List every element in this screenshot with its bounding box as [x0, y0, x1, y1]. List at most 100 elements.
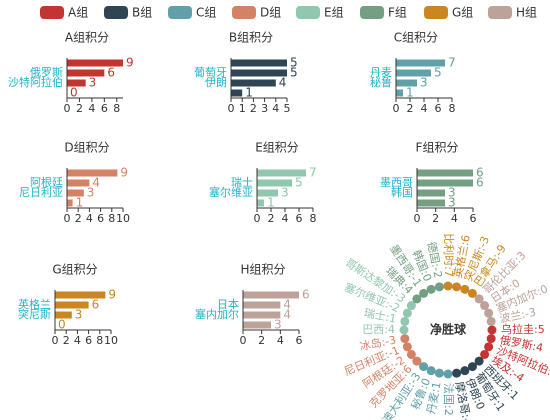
x-tick-label: 0 — [52, 334, 59, 347]
value-label: 3 — [274, 318, 282, 332]
legend-label: B组 — [132, 6, 152, 20]
y-tick-label: 突尼斯 — [18, 307, 51, 321]
dot — [426, 284, 436, 294]
y-tick-label: 墨西哥 — [380, 176, 413, 189]
dot — [467, 288, 477, 298]
x-tick-label: 6 — [97, 212, 104, 225]
dot — [443, 369, 453, 379]
chart-title: A组积分 — [65, 31, 109, 45]
dot — [452, 368, 462, 378]
bar — [257, 189, 278, 197]
value-label: 9 — [126, 56, 134, 70]
legend-label: D组 — [260, 6, 281, 20]
value-label: 1 — [76, 196, 84, 210]
bar — [396, 89, 403, 97]
bar — [231, 69, 287, 77]
x-tick-label: 4 — [272, 102, 279, 115]
dot — [434, 282, 444, 292]
chart-title: H组积分 — [240, 263, 285, 277]
x-tick-label: 6 — [435, 102, 442, 115]
y-tick-label: 塞尔维亚 — [209, 185, 253, 199]
x-tick-label: 0 — [228, 102, 235, 115]
x-tick-label: 10 — [104, 334, 118, 347]
dot — [484, 308, 494, 318]
x-tick-label: 10 — [116, 212, 130, 225]
dot — [419, 288, 429, 298]
x-tick-label: 2 — [75, 212, 82, 225]
bar — [67, 79, 86, 87]
value-label: 3 — [87, 186, 95, 200]
y-tick-label: 塞内加尔 — [195, 307, 239, 321]
bar — [243, 301, 281, 309]
value-label: 5 — [434, 66, 442, 80]
dot — [484, 342, 494, 352]
bar — [67, 59, 123, 67]
y-tick-label: 韩国 — [391, 185, 413, 199]
dot — [402, 342, 412, 352]
value-label: 1 — [245, 86, 253, 100]
bar — [231, 59, 287, 67]
x-tick-label: 8 — [449, 102, 456, 115]
dot — [406, 301, 416, 311]
value-label: 4 — [283, 308, 291, 322]
x-tick-label: 2 — [250, 102, 257, 115]
bar — [231, 79, 276, 87]
legend-label: G组 — [452, 6, 473, 20]
value-label: 巴西:4 — [362, 323, 395, 336]
y-tick-label: 英格兰 — [18, 297, 51, 311]
value-label: 4 — [92, 176, 100, 190]
legend-label: C组 — [196, 6, 216, 20]
x-tick-label: 2 — [407, 102, 414, 115]
y-tick-label: 尼日利亚 — [19, 186, 63, 199]
x-tick-label: 4 — [86, 212, 93, 225]
value-label: 0 — [70, 86, 78, 100]
dot — [460, 366, 470, 376]
value-label: 1 — [406, 86, 414, 100]
dot — [402, 308, 412, 318]
legend-label: E组 — [324, 6, 344, 20]
bar — [67, 169, 118, 177]
dot — [443, 281, 453, 291]
dot — [419, 362, 429, 372]
value-label: 5 — [290, 56, 298, 70]
dot — [400, 316, 410, 326]
bar — [417, 179, 473, 187]
bar — [396, 69, 431, 77]
x-tick-label: 4 — [74, 334, 81, 347]
x-tick-label: 8 — [108, 212, 115, 225]
dot — [426, 366, 436, 376]
value-label: 9 — [120, 166, 128, 180]
value-label: 6 — [92, 298, 100, 312]
x-tick-label: 4 — [421, 102, 428, 115]
value-label: 7 — [448, 56, 456, 70]
value-label: 乌拉圭:5 — [501, 322, 545, 336]
value-label: 9 — [108, 288, 116, 302]
dot — [480, 349, 490, 359]
y-tick-label: 阿根廷 — [30, 175, 63, 189]
x-tick-label: 5 — [284, 102, 291, 115]
x-tick-label: 0 — [254, 212, 261, 225]
dot — [487, 325, 497, 335]
x-tick-label: 6 — [296, 334, 303, 347]
x-tick-label: 0 — [414, 212, 421, 225]
y-tick-label: 俄罗斯 — [30, 66, 63, 79]
dot — [467, 362, 477, 372]
legend-swatch — [424, 6, 448, 19]
x-tick-label: 2 — [258, 334, 265, 347]
y-tick-label: 葡萄牙 — [194, 66, 227, 79]
value-label: 瑞士:1 — [363, 305, 398, 325]
chart-title: B组积分 — [229, 31, 273, 45]
dot — [460, 284, 470, 294]
x-tick-label: 1 — [239, 102, 246, 115]
x-tick-label: 2 — [63, 334, 70, 347]
bar — [257, 179, 292, 187]
value-label: 3 — [420, 76, 428, 90]
dot — [434, 368, 444, 378]
chart-title: G组积分 — [52, 263, 97, 277]
legend-swatch — [296, 6, 320, 19]
value-label: 6 — [107, 66, 115, 80]
dot — [480, 301, 490, 311]
value-label: 4 — [279, 76, 287, 90]
value-label: 3 — [75, 308, 83, 322]
dot — [399, 325, 409, 335]
